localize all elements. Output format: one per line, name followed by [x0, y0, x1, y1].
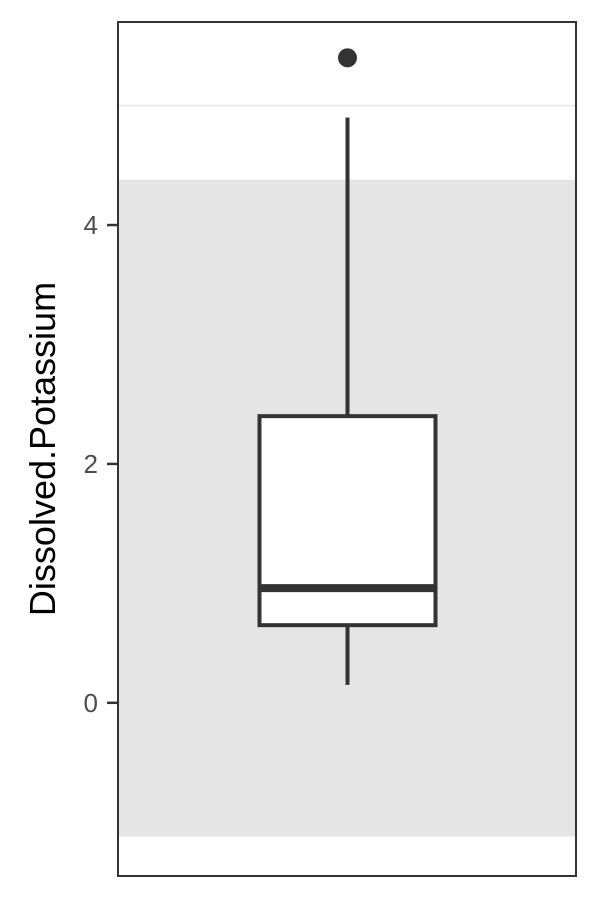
iqr-box	[257, 414, 438, 628]
y-axis: 0 2 4	[84, 210, 118, 718]
y-tick-label: 2	[84, 449, 98, 479]
y-tick-label: 4	[84, 210, 98, 240]
outlier-points	[338, 48, 357, 68]
y-axis-title: Dissolved.Potassium	[22, 282, 63, 616]
outlier-point	[338, 48, 357, 68]
y-tick-label: 0	[84, 688, 98, 718]
panel-border	[117, 21, 577, 877]
